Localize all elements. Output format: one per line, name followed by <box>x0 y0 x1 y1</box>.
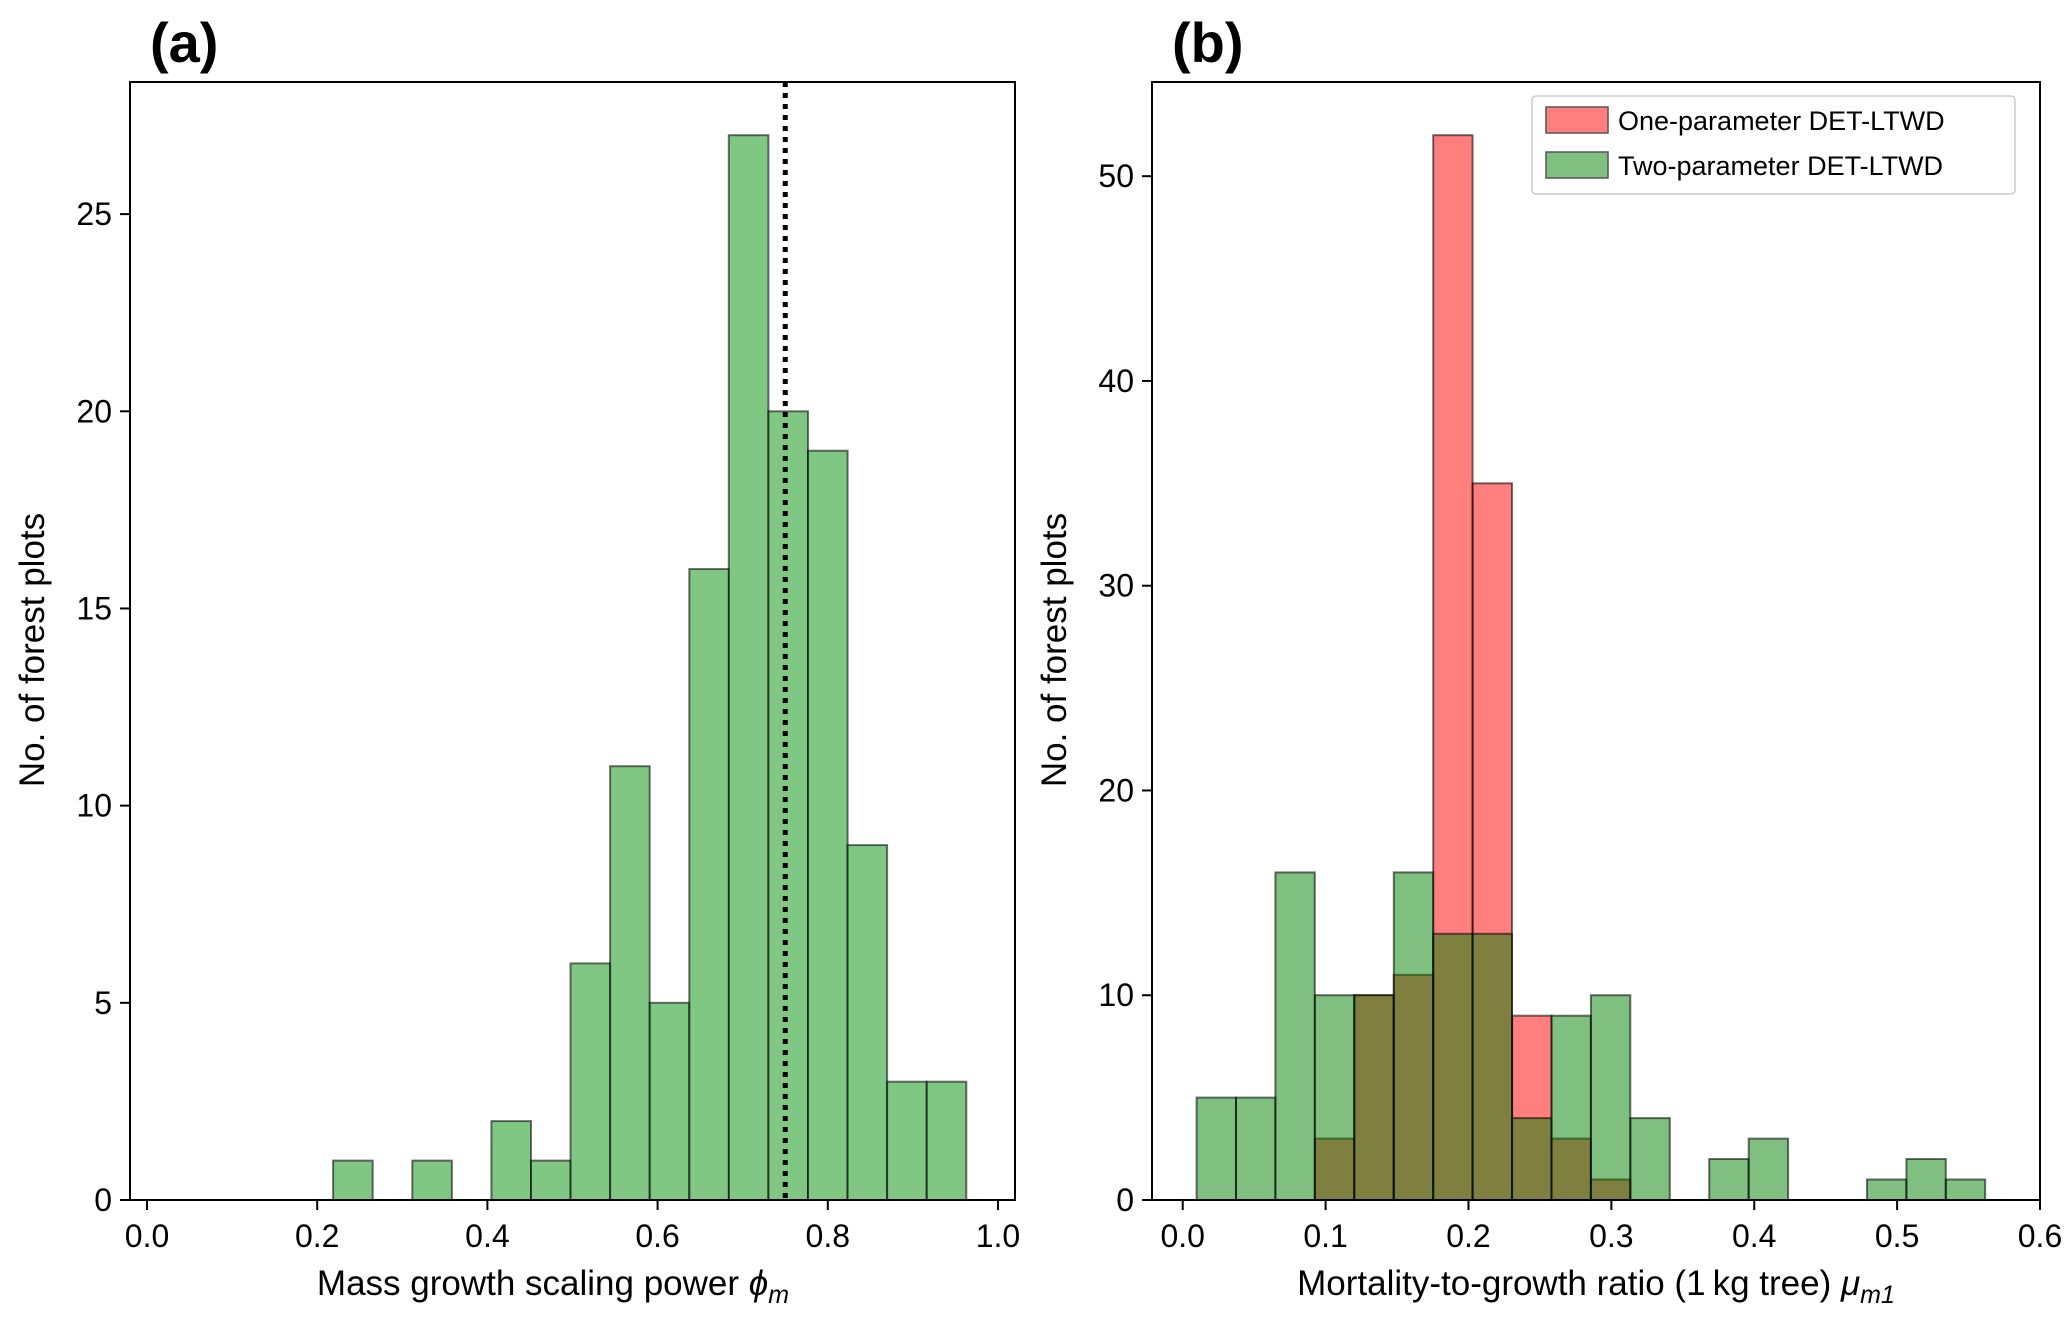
panel-b-x-tick-label-2: 0.2 <box>1446 1218 1490 1254</box>
panel-a-x-tick-label-4: 0.8 <box>806 1218 850 1254</box>
panel-a-label: (a) <box>150 11 218 74</box>
panel-b-series-1-bar-4 <box>1353 994 1395 1202</box>
panel-b-x-tick-label-0: 0.0 <box>1160 1218 1204 1254</box>
panel-b-y-tick-label-0: 0 <box>1116 1182 1134 1218</box>
panel-b-series-1-bar-14 <box>1866 1178 1908 1201</box>
panel-b-series-1-bar-2 <box>1274 871 1316 1202</box>
panel-b-y-tick-label-4: 40 <box>1098 363 1134 399</box>
panel-a-series-0-bar-9 <box>767 410 810 1201</box>
legend-label-two-parameter: Two-parameter DET-LTWD <box>1618 151 1943 181</box>
panel-a-x-tick-label-2: 0.4 <box>465 1218 509 1254</box>
panel-a-x-tick-label-1: 0.2 <box>295 1218 339 1254</box>
panel-b-series-1-bar-12 <box>1708 1158 1750 1201</box>
panel-b-series-1-bar-6 <box>1432 932 1474 1201</box>
panel-b-y-tick-label-1: 10 <box>1098 977 1134 1013</box>
panel-a-series-0-bar-2 <box>490 1120 532 1201</box>
panel-a-x-axis-label: Mass growth scaling power ϕm <box>317 1264 789 1309</box>
panel-a-y-tick-label-4: 20 <box>76 393 112 429</box>
panel-a-x-tick-label-5: 1.0 <box>976 1218 1020 1254</box>
panel-a-y-tick-label-1: 5 <box>94 985 112 1021</box>
panel-b-frame <box>1151 81 2041 1201</box>
panel-a-y-tick-label-0: 0 <box>94 1182 112 1218</box>
panel-b: (b) 0.0 0.1 0.2 0.3 0.4 0.5 0.6 0 10 20 30 40 50 Mo… <box>1035 11 2062 1309</box>
panel-b-y-tick-label-3: 30 <box>1098 568 1134 604</box>
panel-a-series-0-bar-0 <box>332 1159 374 1201</box>
panel-a-x-axis-symbol: ϕ <box>749 1264 768 1303</box>
panel-b-x-tick-label-3: 0.3 <box>1589 1218 1633 1254</box>
panel-a-x-axis-label-text: Mass growth scaling power <box>317 1264 739 1303</box>
panel-b-series-1-bar-3 <box>1313 994 1356 1202</box>
panel-b-x-axis-label-text: Mortality-to-growth ratio (1 kg tree) <box>1297 1264 1831 1303</box>
legend-label-one-parameter: One-parameter DET-LTWD <box>1618 106 1945 136</box>
panel-b-series-1-bar-8 <box>1511 1117 1553 1201</box>
panel-b-x-tick-label-4: 0.4 <box>1732 1218 1776 1254</box>
panel-b-x-axis-symbol: μ <box>1840 1264 1860 1303</box>
panel-b-series-1-bar-7 <box>1471 932 1513 1201</box>
legend-swatch-two-parameter <box>1545 151 1609 179</box>
panel-b-y-ticks: 0 10 20 30 40 50 <box>1098 158 1152 1218</box>
panel-a-x-tick-label-3: 0.6 <box>635 1218 679 1254</box>
panel-b-x-tick-label-5: 0.5 <box>1875 1218 1919 1254</box>
panel-a-series-0-bar-1 <box>411 1159 453 1201</box>
panel-a-series-0-bar-3 <box>530 1159 572 1201</box>
legend: One-parameter DET-LTWD Two-parameter DET… <box>1531 95 2016 195</box>
panel-b-series-1-bar-1 <box>1235 1096 1277 1201</box>
panel-b-label: (b) <box>1172 11 1244 74</box>
panel-a-series-0-bar-7 <box>688 568 730 1201</box>
panel-b-series-1-bar-10 <box>1589 994 1632 1202</box>
panel-a-y-tick-label-3: 15 <box>76 590 112 626</box>
panel-a-frame <box>129 81 1016 1201</box>
panel-b-x-axis-subscript: m1 <box>1860 1281 1895 1309</box>
panel-b-y-tick-label-5: 50 <box>1098 158 1134 194</box>
panel-b-x-tick-label-6: 0.6 <box>2018 1218 2062 1254</box>
panel-a-bars <box>332 134 968 1202</box>
panel-a-y-axis-label: No. of forest plots <box>13 513 52 787</box>
panel-a-series-0-bar-4 <box>569 962 612 1202</box>
panel-a: (a) 0.0 0.2 0.4 0.6 0.8 1.0 0 5 10 15 20 25 Mass g… <box>13 11 1020 1309</box>
panel-b-x-axis-label: Mortality-to-growth ratio (1 kg tree) μm… <box>1297 1264 1895 1309</box>
panel-b-series-1-bar-11 <box>1629 1117 1671 1201</box>
panel-b-series-1-bar-9 <box>1550 1014 1592 1202</box>
panel-b-series-1-bar-15 <box>1905 1158 1947 1201</box>
panel-a-series-0-bar-6 <box>648 1001 691 1201</box>
panel-a-y-tick-label-2: 10 <box>76 788 112 824</box>
panel-b-y-tick-label-2: 20 <box>1098 772 1134 808</box>
panel-a-series-0-bar-11 <box>846 844 889 1201</box>
panel-a-series-0-bar-13 <box>925 1080 968 1201</box>
panel-a-series-0-bar-12 <box>886 1080 928 1201</box>
panel-a-x-axis-subscript: m <box>768 1281 789 1309</box>
panel-b-x-ticks: 0.0 0.1 0.2 0.3 0.4 0.5 0.6 <box>1160 1200 2062 1254</box>
panel-a-y-tick-label-5: 25 <box>76 196 112 232</box>
legend-swatch-one-parameter <box>1545 106 1609 134</box>
panel-b-series-1-bar-16 <box>1944 1178 1987 1201</box>
panel-b-bars <box>1195 134 1987 1202</box>
panel-b-y-axis-label: No. of forest plots <box>1035 513 1074 787</box>
panel-b-series-1-bar-0 <box>1195 1096 1237 1201</box>
panel-a-x-ticks: 0.0 0.2 0.4 0.6 0.8 1.0 <box>125 1200 1020 1254</box>
panel-a-x-tick-label-0: 0.0 <box>125 1218 169 1254</box>
panel-a-series-0-bar-8 <box>727 134 770 1202</box>
panel-b-series-1-bar-13 <box>1747 1137 1790 1201</box>
panel-a-y-ticks: 0 5 10 15 20 25 <box>76 196 130 1218</box>
panel-a-series-0-bar-5 <box>609 765 651 1201</box>
panel-b-x-tick-label-1: 0.1 <box>1303 1218 1347 1254</box>
legend-box <box>1531 95 2016 195</box>
panel-a-series-0-bar-10 <box>807 449 849 1201</box>
panel-b-series-1-bar-5 <box>1392 871 1435 1202</box>
